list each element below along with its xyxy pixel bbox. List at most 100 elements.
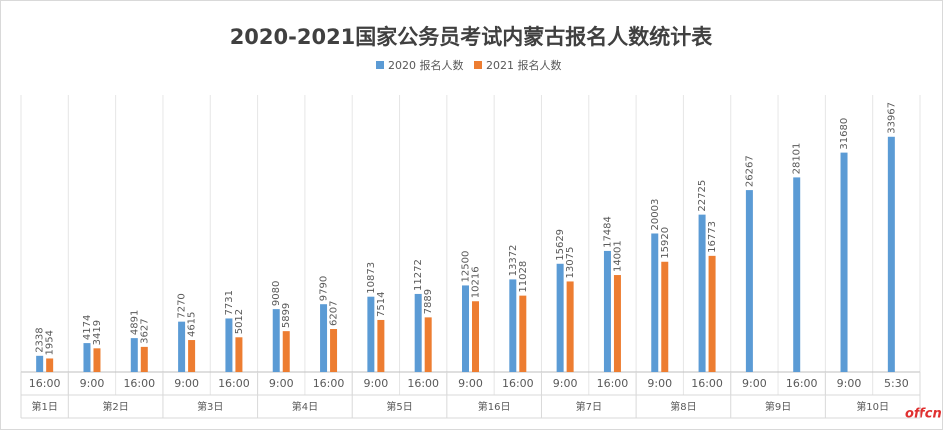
data-label: 13075 [565,247,576,279]
bar [519,295,527,372]
data-label: 11272 [413,259,424,291]
bar [36,355,44,372]
bar [320,304,328,372]
x-tick-label: 9:00 [364,377,389,390]
bar [330,329,338,372]
data-label: 15920 [660,227,671,259]
data-label: 22725 [697,180,708,212]
data-label: 4174 [82,315,93,340]
data-label: 10873 [366,262,377,294]
watermark: offcn [905,407,942,422]
data-label: 13372 [508,245,519,277]
x-tick-label: 9:00 [174,377,199,390]
data-label: 4615 [187,312,198,337]
x-tick-label: 16:00 [502,377,534,390]
bar [651,233,659,372]
x-tick-label: 16:00 [313,377,345,390]
group-label: 第7日 [576,400,602,413]
bar [472,301,479,372]
data-label: 4891 [129,310,140,335]
x-tick-label: 9:00 [647,377,672,390]
bar [414,293,422,372]
data-label: 7514 [376,292,387,317]
legend-swatch [474,61,482,69]
bar [566,281,574,372]
bar [225,318,233,372]
data-label: 6207 [329,301,340,326]
bar [698,214,706,372]
bar [840,152,848,372]
x-tick-label: 16:00 [218,377,250,390]
data-label: 7731 [224,290,235,315]
x-tick-label: 16:00 [786,377,818,390]
legend-label: 2021 报名人数 [486,58,562,72]
x-tick-label: 16:00 [123,377,155,390]
group-label: 第4日 [292,400,318,413]
x-tick-label: 5:30 [884,377,909,390]
data-label: 17484 [602,216,613,248]
bar [46,358,54,372]
data-label: 20003 [650,199,661,231]
bar [282,331,290,372]
bar [509,279,517,372]
group-label: 第9日 [765,400,791,413]
bar [188,340,196,372]
data-label: 16773 [707,221,718,253]
bar [178,321,186,372]
legend-label: 2020 报名人数 [388,58,464,72]
data-label: 10216 [471,266,482,298]
bar [708,255,716,372]
x-tick-label: 9:00 [742,377,767,390]
bar [235,337,243,372]
chart-title: 2020-2021国家公务员考试内蒙古报名人数统计表 [230,25,714,49]
x-tick-label: 9:00 [553,377,578,390]
bar [603,250,611,372]
bar [272,309,280,372]
data-label: 5012 [234,309,245,334]
data-label: 9790 [319,276,330,301]
bar [793,177,801,372]
x-tick-label: 9:00 [80,377,105,390]
group-label: 第8日 [670,400,696,413]
group-label: 第1日 [31,400,57,413]
group-label: 第2日 [102,400,128,413]
data-label: 2338 [35,327,46,352]
data-label: 14001 [612,240,623,272]
bar [745,190,753,372]
data-label: 3419 [92,320,103,345]
data-label: 3627 [139,318,150,343]
data-label: 9080 [271,281,282,306]
bar [377,319,385,372]
group-label: 第3日 [197,400,223,413]
x-tick-label: 9:00 [269,377,294,390]
bar [130,338,138,372]
bar [93,348,101,372]
bar [424,317,432,372]
data-label: 5899 [281,303,292,328]
data-label: 7889 [423,289,434,314]
bar [83,343,91,372]
x-tick-label: 9:00 [837,377,862,390]
group-label: 第5日 [386,400,412,413]
data-label: 31680 [839,118,850,150]
group-label: 第10日 [856,400,889,413]
bar [887,136,895,372]
data-label: 26267 [744,155,755,187]
data-label: 7270 [177,293,188,318]
data-label: 28101 [792,143,803,175]
bar [613,275,621,372]
bar [367,296,375,372]
x-tick-label: 16:00 [29,377,61,390]
legend-swatch [376,61,384,69]
bar [556,263,564,372]
x-tick-label: 16:00 [597,377,629,390]
data-label: 12500 [461,251,472,283]
x-tick-label: 9:00 [458,377,483,390]
x-tick-label: 16:00 [691,377,723,390]
x-tick-label: 16:00 [407,377,439,390]
data-label: 1954 [45,330,56,355]
data-label: 11028 [518,261,529,293]
bar [462,285,469,372]
